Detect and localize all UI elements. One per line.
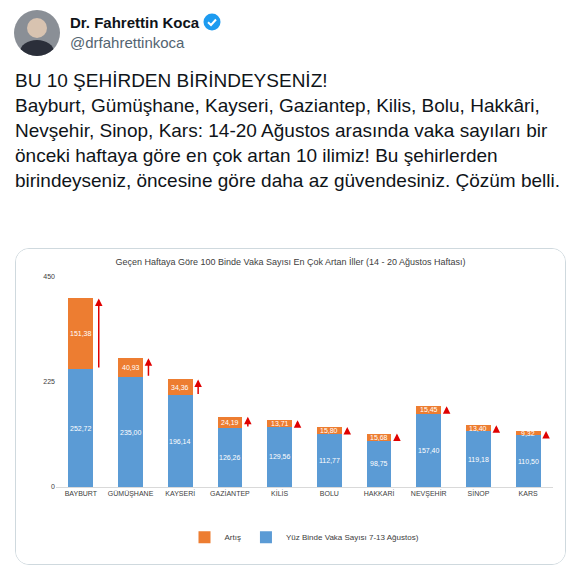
svg-text:129,56: 129,56 bbox=[269, 453, 291, 460]
svg-text:157,40: 157,40 bbox=[418, 447, 440, 454]
svg-text:HAKKARİ: HAKKARİ bbox=[364, 489, 395, 497]
svg-text:15,80: 15,80 bbox=[320, 427, 338, 434]
html-text:Bayburt, Gümüşhane, Kayseri, G: Bayburt, Gümüşhane, Kayseri, Gaziantep, … bbox=[15, 95, 560, 191]
svg-text:252,72: 252,72 bbox=[70, 425, 92, 432]
svg-text:196,14: 196,14 bbox=[169, 438, 191, 445]
html-text:Dr. Fahrettin Koca: Dr. Fahrettin Koca bbox=[70, 14, 200, 31]
svg-text:235,00: 235,00 bbox=[120, 429, 142, 436]
svg-text:119,18: 119,18 bbox=[468, 456, 489, 463]
svg-text:126,26: 126,26 bbox=[219, 454, 241, 461]
svg-text:KARS: KARS bbox=[519, 490, 538, 497]
svg-text:KAYSERİ: KAYSERİ bbox=[165, 489, 195, 497]
svg-text:450: 450 bbox=[43, 273, 55, 280]
svg-text:34,36: 34,36 bbox=[171, 384, 189, 391]
svg-text:40,93: 40,93 bbox=[122, 364, 140, 371]
svg-text:NEVŞEHİR: NEVŞEHİR bbox=[411, 489, 447, 498]
svg-text:BOLU: BOLU bbox=[320, 490, 339, 497]
html-text:@drfahrettinkoca: @drfahrettinkoca bbox=[70, 34, 185, 51]
svg-text:BAYBURT: BAYBURT bbox=[65, 490, 98, 497]
svg-text:98,75: 98,75 bbox=[370, 460, 388, 467]
svg-text:0: 0 bbox=[51, 483, 55, 490]
html-text:BU 10 ŞEHİRDEN BİRİNDEYSENİZ!: BU 10 ŞEHİRDEN BİRİNDEYSENİZ! bbox=[15, 70, 328, 91]
svg-text:15,68: 15,68 bbox=[370, 434, 388, 441]
svg-text:GAZİANTEP: GAZİANTEP bbox=[210, 489, 250, 497]
svg-text:Artış: Artış bbox=[225, 533, 241, 542]
svg-text:9,32: 9,32 bbox=[521, 430, 535, 437]
svg-text:15,45: 15,45 bbox=[420, 406, 438, 413]
svg-text:GÜMÜŞHANE: GÜMÜŞHANE bbox=[108, 490, 154, 498]
svg-text:225: 225 bbox=[43, 378, 55, 385]
svg-text:112,77: 112,77 bbox=[319, 457, 340, 464]
svg-text:151,38: 151,38 bbox=[70, 330, 92, 337]
svg-text:SİNOP: SİNOP bbox=[468, 489, 490, 497]
svg-text:110,50: 110,50 bbox=[518, 458, 539, 465]
svg-text:Geçen Haftaya Göre 100 Binde V: Geçen Haftaya Göre 100 Binde Vaka Sayısı… bbox=[115, 257, 465, 267]
svg-text:13,71: 13,71 bbox=[271, 420, 289, 427]
svg-text:13,40: 13,40 bbox=[469, 425, 487, 432]
svg-text:Yüz Binde Vaka Sayısı 7-13 Ağu: Yüz Binde Vaka Sayısı 7-13 Ağustos) bbox=[286, 533, 419, 542]
svg-text:KİLİS: KİLİS bbox=[271, 489, 288, 497]
svg-text:24,19: 24,19 bbox=[221, 419, 239, 426]
